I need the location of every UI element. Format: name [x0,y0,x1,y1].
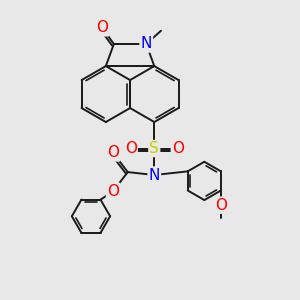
Text: N: N [141,37,152,52]
Text: O: O [107,184,119,199]
Text: N: N [148,167,160,182]
Text: O: O [125,141,137,156]
Text: O: O [107,146,119,160]
Text: O: O [172,141,184,156]
Text: S: S [149,141,159,156]
Text: O: O [96,20,108,35]
Text: O: O [215,198,227,213]
